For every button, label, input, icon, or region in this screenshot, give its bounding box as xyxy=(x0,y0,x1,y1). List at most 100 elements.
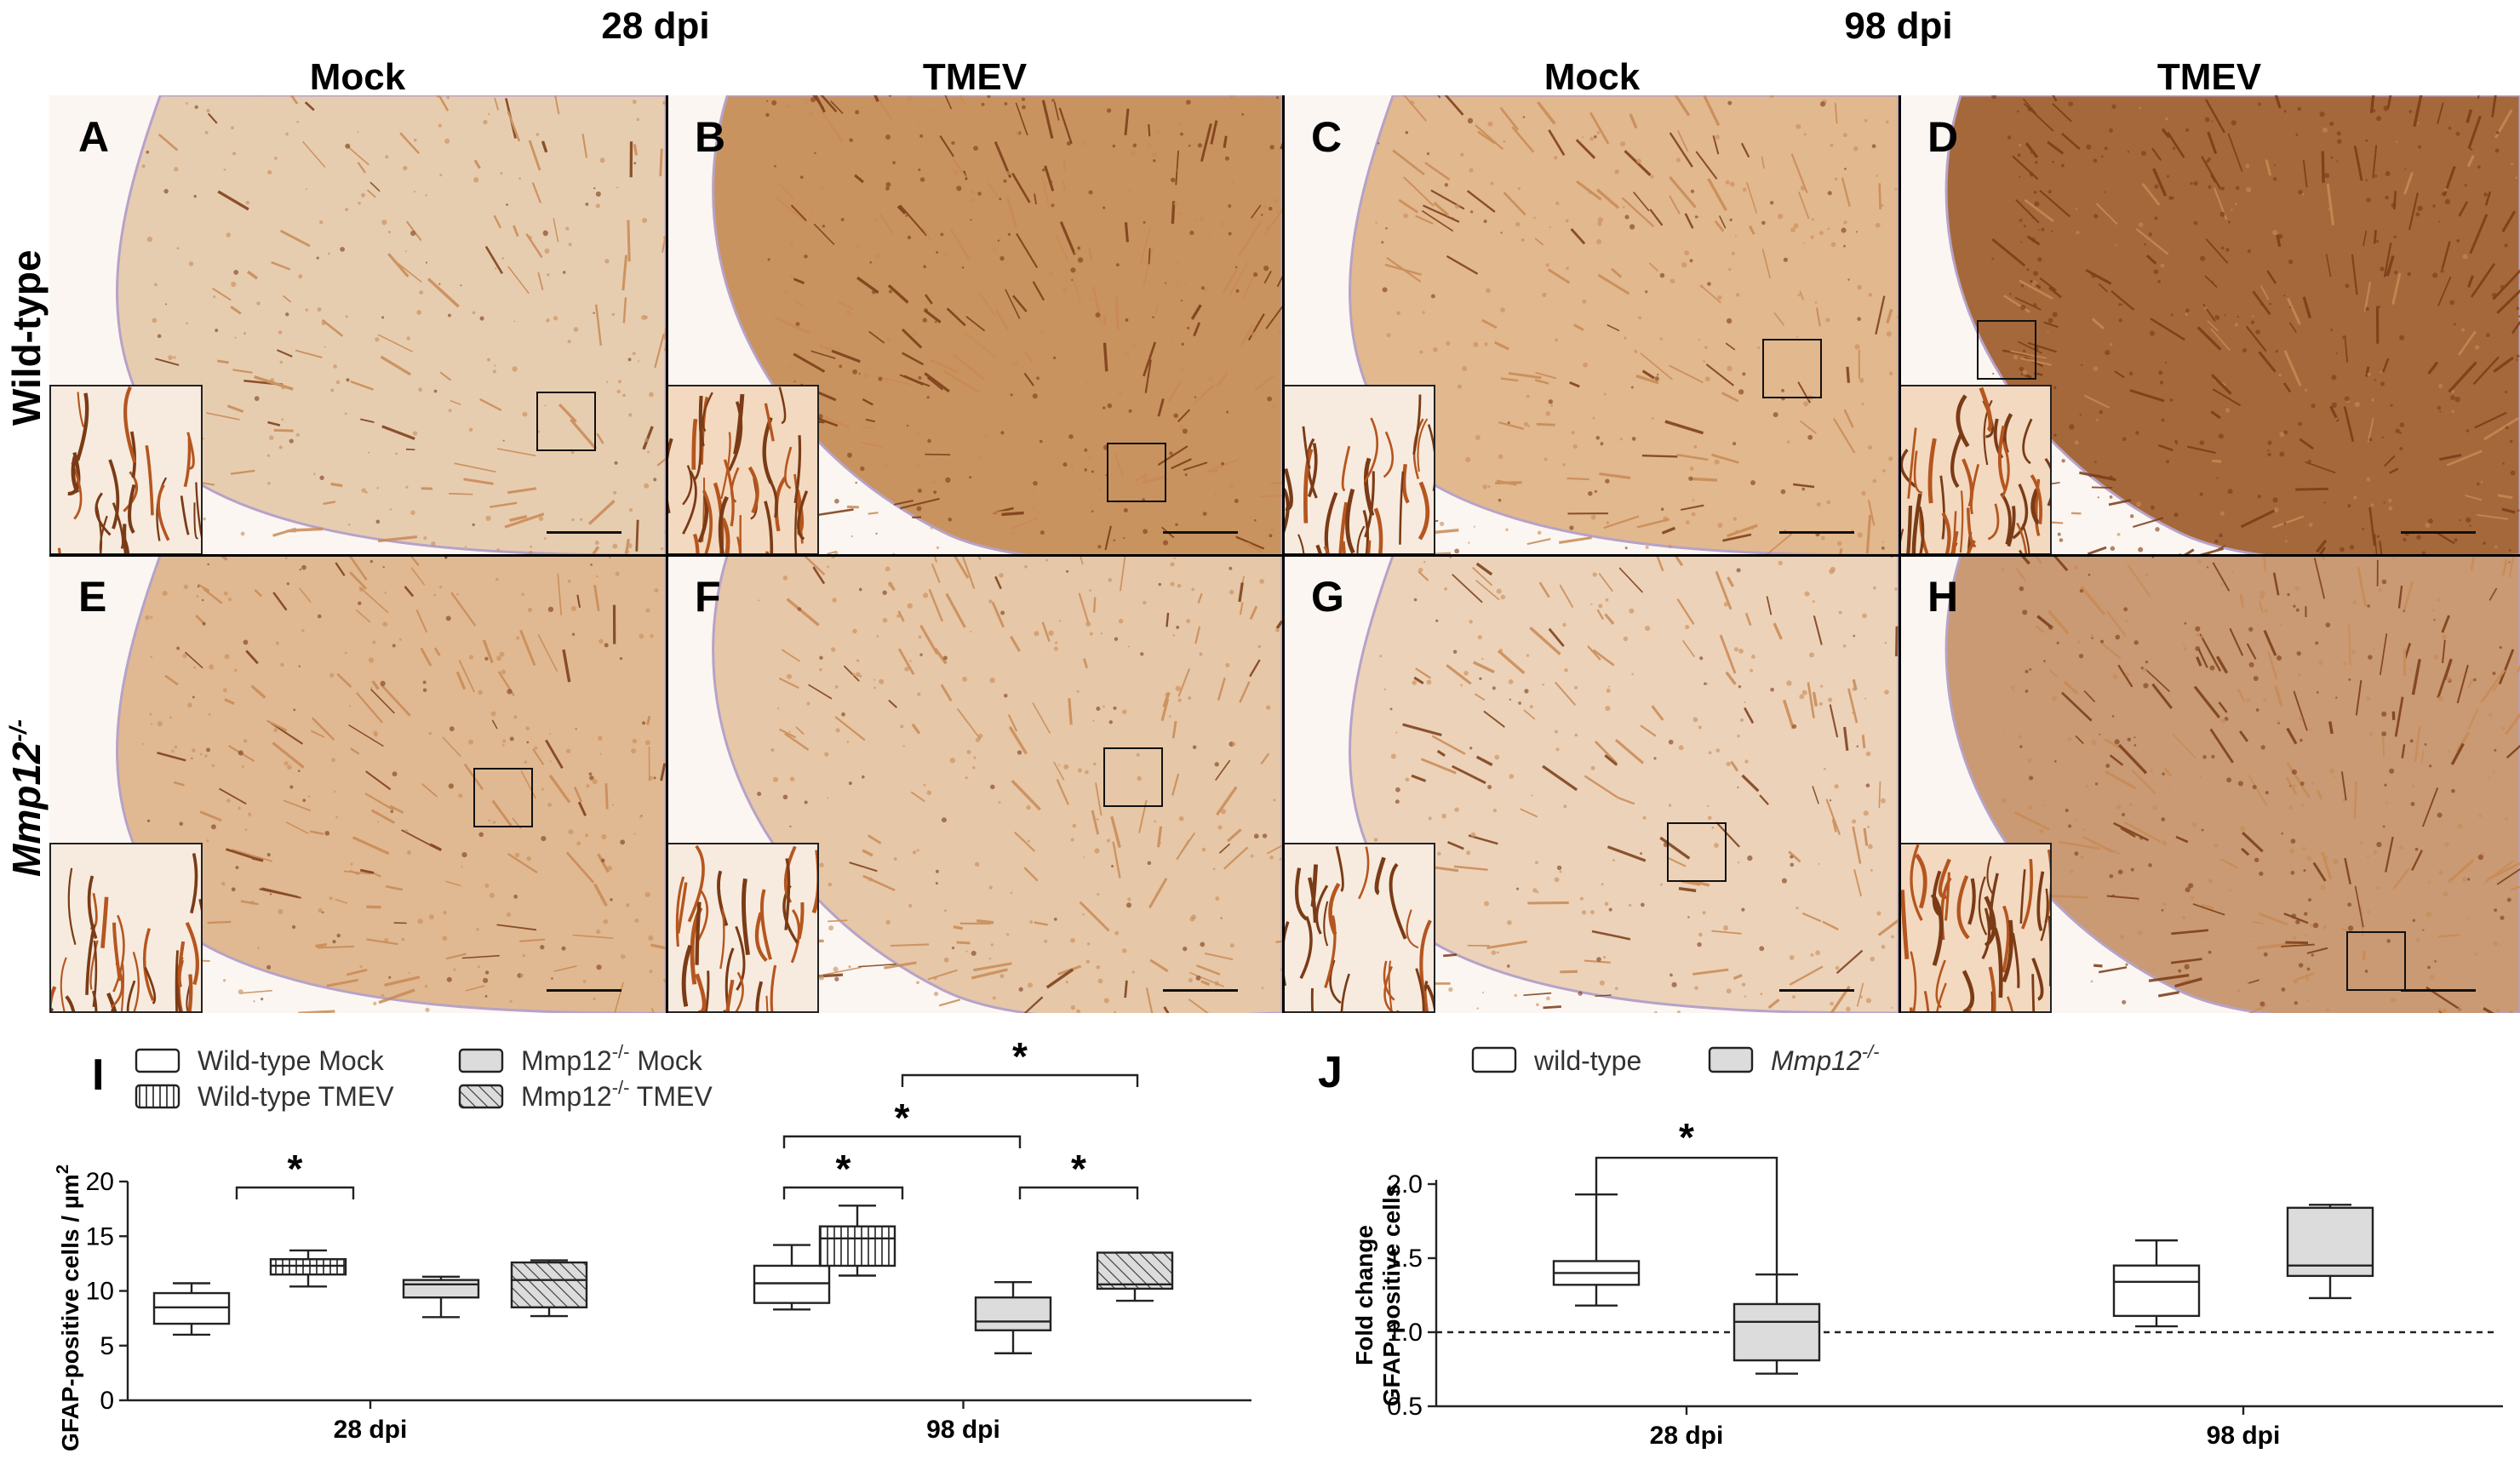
legend-label: Mmp12-/- Mock xyxy=(521,1041,703,1076)
inset-magnified-e xyxy=(49,843,203,1013)
panel-letter-a: A xyxy=(78,112,109,162)
region-marker-d xyxy=(1977,320,2036,380)
panel-letter-c: C xyxy=(1311,112,1342,162)
region-marker-f xyxy=(1103,747,1163,807)
region-marker-g xyxy=(1667,822,1727,882)
box-98dpi-series1 xyxy=(2288,1205,2373,1298)
x-category-label: 28 dpi xyxy=(334,1416,408,1444)
y-tick-label: 0 xyxy=(100,1387,114,1415)
box-98dpi-series1 xyxy=(820,1205,895,1275)
inset-magnified-h xyxy=(1899,843,2052,1013)
micrograph-panel-f: F xyxy=(666,555,1282,1013)
panel-letter-f: F xyxy=(695,572,721,621)
region-marker-a xyxy=(536,392,596,451)
inset-magnified-b xyxy=(666,385,819,555)
sig-bracket-98dpi-wt: * xyxy=(784,1147,902,1199)
sig-bracket-98dpi-mmp12: * xyxy=(1020,1147,1137,1199)
legend-item: Wild-type TMEV xyxy=(136,1081,394,1112)
significance-star: * xyxy=(1012,1034,1028,1079)
significance-star: * xyxy=(1071,1147,1086,1191)
micrograph-panel-e: E xyxy=(49,555,666,1013)
panel-letter-h: H xyxy=(1927,572,1958,621)
row-label-wildtype: Wild-type xyxy=(3,249,49,426)
x-category-label: 98 dpi xyxy=(2207,1422,2281,1450)
box-98dpi-series3 xyxy=(1097,1253,1172,1302)
box-98dpi-series0 xyxy=(754,1245,829,1310)
inset-magnified-g xyxy=(1282,843,1435,1013)
region-marker-c xyxy=(1762,339,1822,398)
scale-bar-b xyxy=(1163,531,1238,534)
scale-bar-g xyxy=(1779,989,1854,992)
box-28dpi-series1 xyxy=(271,1250,346,1286)
region-marker-b xyxy=(1107,443,1166,502)
sig-bracket-28dpi: * xyxy=(1596,1115,1777,1274)
time-header-28dpi: 28 dpi xyxy=(587,5,724,48)
significance-star: * xyxy=(1679,1115,1694,1159)
box-28dpi-series0 xyxy=(154,1284,229,1335)
scale-bar-e xyxy=(547,989,621,992)
panel-letter-d: D xyxy=(1927,112,1958,162)
sig-bracket-28dpi: * xyxy=(237,1147,353,1199)
legend-item: Wild-type Mock xyxy=(136,1045,385,1076)
micrograph-panel-b: B xyxy=(666,95,1282,555)
legend-item: Mmp12-/- Mock xyxy=(460,1041,703,1076)
row-label-wildtype-text: Wild-type xyxy=(4,249,49,426)
y-tick-label: 10 xyxy=(86,1278,114,1306)
group-header-mock-28: Mock xyxy=(272,56,443,99)
inset-magnified-a xyxy=(49,385,203,555)
box-28dpi-series3 xyxy=(512,1261,587,1317)
y-tick-label: 15 xyxy=(86,1222,114,1250)
micrograph-panel-d: D xyxy=(1899,95,2520,555)
region-marker-h xyxy=(2346,931,2406,991)
y-tick-label: 5 xyxy=(100,1332,114,1360)
x-category-label: 28 dpi xyxy=(1650,1422,1724,1450)
legend-label: Mmp12-/- TMEV xyxy=(521,1077,713,1112)
box-28dpi-series0 xyxy=(1554,1194,1639,1306)
significance-star: * xyxy=(895,1096,910,1140)
scale-bar-d xyxy=(2401,531,2476,534)
group-header-tmev-28: TMEV xyxy=(890,56,1060,99)
row-label-mmp12: Mmp12-/- xyxy=(3,719,49,877)
significance-star: * xyxy=(836,1147,851,1191)
group-header-mock-98: Mock xyxy=(1507,56,1677,99)
sig-bracket-98dpi-mock: * xyxy=(784,1096,1020,1148)
y-axis-label: GFAP-positive cells / µm2 xyxy=(54,1165,83,1451)
inset-magnified-f xyxy=(666,843,819,1013)
inset-magnified-d xyxy=(1899,385,2052,555)
legend-item: Mmp12-/- TMEV xyxy=(460,1077,713,1112)
significance-star: * xyxy=(288,1147,303,1191)
scale-bar-f xyxy=(1163,989,1238,992)
panel-letter-b: B xyxy=(695,112,725,162)
y-axis-label-line2: GFAP-positive cells xyxy=(1378,1184,1405,1406)
row-label-mmp12-text: Mmp12 xyxy=(4,742,49,877)
panel-letter-i: I xyxy=(92,1050,104,1100)
legend-item: Mmp12-/- xyxy=(1710,1041,1879,1076)
inset-magnified-c xyxy=(1282,385,1435,555)
micrograph-panel-a: A xyxy=(49,95,666,555)
chart-i: I Wild-type Mock Wild-type TMEV Mmp12-/- Mo… xyxy=(0,1017,1328,1461)
panel-divider xyxy=(49,554,2520,557)
legend-label: Wild-type Mock xyxy=(198,1045,385,1076)
time-header-98dpi: 98 dpi xyxy=(1830,5,1967,48)
legend-label: wild-type xyxy=(1533,1045,1641,1076)
sig-bracket-98dpi-tmev: * xyxy=(902,1034,1137,1087)
scale-bar-a xyxy=(547,531,621,534)
box-98dpi-series0 xyxy=(2114,1240,2199,1326)
legend-label: Mmp12-/- xyxy=(1771,1041,1879,1076)
panel-letter-j: J xyxy=(1318,1048,1343,1097)
panel-letter-e: E xyxy=(78,572,106,621)
x-category-label: 98 dpi xyxy=(926,1416,1000,1444)
scale-bar-h xyxy=(2401,989,2476,992)
group-header-tmev-98: TMEV xyxy=(2124,56,2294,99)
box-28dpi-series2 xyxy=(404,1277,478,1318)
box-28dpi-series1 xyxy=(1734,1274,1819,1374)
micrograph-panel-c: C xyxy=(1282,95,1899,555)
panel-letter-g: G xyxy=(1311,572,1344,621)
micrograph-panel-g: G xyxy=(1282,555,1899,1013)
chart-i-svg: I Wild-type Mock Wild-type TMEV Mmp12-/- Mo… xyxy=(0,1017,1328,1461)
region-marker-e xyxy=(473,768,533,827)
legend-item: wild-type xyxy=(1473,1045,1641,1076)
box-98dpi-series2 xyxy=(976,1282,1051,1353)
